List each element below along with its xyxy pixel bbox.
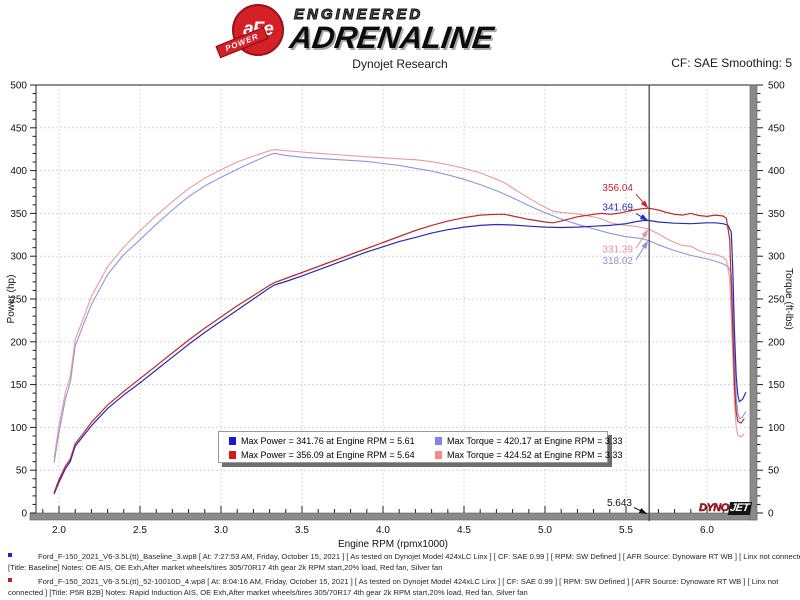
svg-text:Engine RPM (rpmx1000): Engine RPM (rpmx1000) — [338, 539, 448, 550]
svg-text:Torque (ft-lbs): Torque (ft-lbs) — [783, 268, 794, 330]
svg-text:150: 150 — [768, 380, 785, 391]
run-info-line: Ford_F-150_2021_V6-3.5L(tt)_52-10010D_4.… — [38, 577, 779, 586]
curve-torque-baseline — [53, 152, 747, 463]
svg-text:500: 500 — [10, 81, 27, 92]
legend-text: Max Torque = 424.52 at Engine RPM = 3.33 — [447, 450, 623, 460]
curve-power-p5r — [53, 207, 745, 493]
svg-text:200: 200 — [768, 337, 785, 348]
legend-swatch-power-baseline — [229, 437, 236, 445]
axis-tick-labels: 0 0 50 50 100 100 150 150 200 200 250 250 300 300 350 3… — [10, 81, 785, 537]
svg-text:3.0: 3.0 — [214, 525, 228, 536]
svg-text:331.39: 331.39 — [602, 244, 633, 255]
svg-text:4.0: 4.0 — [376, 525, 390, 536]
svg-text:300: 300 — [768, 252, 785, 263]
svg-text:350: 350 — [768, 209, 785, 220]
svg-text:5.5: 5.5 — [619, 525, 633, 536]
svg-text:400: 400 — [768, 166, 785, 177]
svg-text:Power (hp): Power (hp) — [6, 275, 17, 324]
svg-text:300: 300 — [10, 252, 27, 263]
svg-text:500: 500 — [768, 81, 785, 92]
svg-text:200: 200 — [10, 337, 27, 348]
svg-text:100: 100 — [768, 423, 785, 434]
dynojet-logo-dyno: DYNO — [699, 502, 730, 515]
legend-item: Max Power = 341.76 at Engine RPM = 5.61 — [229, 436, 435, 446]
svg-text:350: 350 — [10, 209, 27, 220]
run-bullet-icon — [8, 553, 12, 557]
run-info-baseline: Ford_F-150_2021_V6-3.5L(tt)_Baseline_3.w… — [0, 551, 800, 573]
curve-torque-p5r — [53, 149, 745, 459]
svg-text:2.0: 2.0 — [52, 525, 66, 536]
run-info-block: Ford_F-150_2021_V6-3.5L(tt)_Baseline_3.w… — [0, 551, 800, 600]
curve-power-baseline — [53, 219, 747, 495]
correction-factor-label: CF: SAE Smoothing: 5 — [671, 56, 792, 70]
brand-engineered-text: ENGINEERED — [293, 6, 424, 24]
svg-text:50: 50 — [768, 466, 780, 477]
legend-swatch-torque-p5r — [435, 451, 442, 459]
svg-text:0: 0 — [768, 509, 774, 520]
chart-canvas[interactable]: 0 0 50 50 100 100 150 150 200 200 250 250 300 300 350 3… — [0, 78, 800, 553]
dynojet-logo-jet: JET — [727, 502, 752, 515]
svg-text:450: 450 — [10, 123, 27, 134]
legend-swatch-torque-baseline — [435, 437, 442, 445]
svg-text:4.5: 4.5 — [457, 525, 471, 536]
legend-item: Max Torque = 420.17 at Engine RPM = 3.33 — [435, 436, 622, 446]
svg-text:450: 450 — [768, 123, 785, 134]
axis-ticks — [30, 84, 763, 514]
svg-text:3.5: 3.5 — [295, 525, 309, 536]
svg-text:5.643: 5.643 — [607, 498, 632, 509]
svg-text:356.04: 356.04 — [602, 183, 633, 194]
dyno-graph[interactable]: 0 0 50 50 100 100 150 150 200 200 250 250 300 300 350 3… — [0, 78, 800, 553]
brand-adrenaline-text: ADRENALINE — [287, 20, 496, 55]
svg-text:100: 100 — [10, 423, 27, 434]
chart-legend: Max Power = 341.76 at Engine RPM = 5.61 … — [218, 431, 622, 463]
run-info-line: connected ] [Title: P5R B2B] Notes: Rapi… — [8, 588, 528, 597]
legend-text: Max Torque = 420.17 at Engine RPM = 3.33 — [447, 436, 623, 446]
dynojet-logo: DYNOJET — [699, 502, 752, 515]
legend-text: Max Power = 341.76 at Engine RPM = 5.61 — [241, 436, 415, 446]
legend-item: Max Power = 356.09 at Engine RPM = 5.64 — [229, 450, 435, 460]
axis-titles: Power (hp) Torque (ft-lbs) Engine RPM (rpm… — [6, 268, 794, 550]
svg-text:318.02: 318.02 — [602, 256, 633, 267]
legend-text: Max Power = 356.09 at Engine RPM = 5.64 — [241, 450, 415, 460]
svg-text:2.5: 2.5 — [133, 525, 147, 536]
run-info-line: Ford_F-150_2021_V6-3.5L(tt)_Baseline_3.w… — [38, 552, 800, 561]
svg-text:341.69: 341.69 — [602, 203, 633, 214]
svg-text:6.0: 6.0 — [700, 525, 714, 536]
run-info-p5r: Ford_F-150_2021_V6-3.5L(tt)_52-10010D_4.… — [0, 576, 800, 598]
svg-text:250: 250 — [768, 295, 785, 306]
svg-text:0: 0 — [21, 509, 27, 520]
svg-text:400: 400 — [10, 166, 27, 177]
run-bullet-icon — [8, 578, 12, 582]
run-info-line: [Title: Baseline] Notes: OE AIS, OE Exh,… — [8, 563, 443, 572]
svg-text:250: 250 — [10, 295, 27, 306]
page-title: Dynojet Research — [352, 57, 448, 71]
legend-item: Max Torque = 424.52 at Engine RPM = 3.33 — [435, 450, 622, 460]
legend-swatch-power-p5r — [229, 451, 236, 459]
svg-text:5.0: 5.0 — [538, 525, 552, 536]
svg-text:50: 50 — [16, 466, 28, 477]
plot-frame — [29, 84, 758, 521]
svg-text:150: 150 — [10, 380, 27, 391]
